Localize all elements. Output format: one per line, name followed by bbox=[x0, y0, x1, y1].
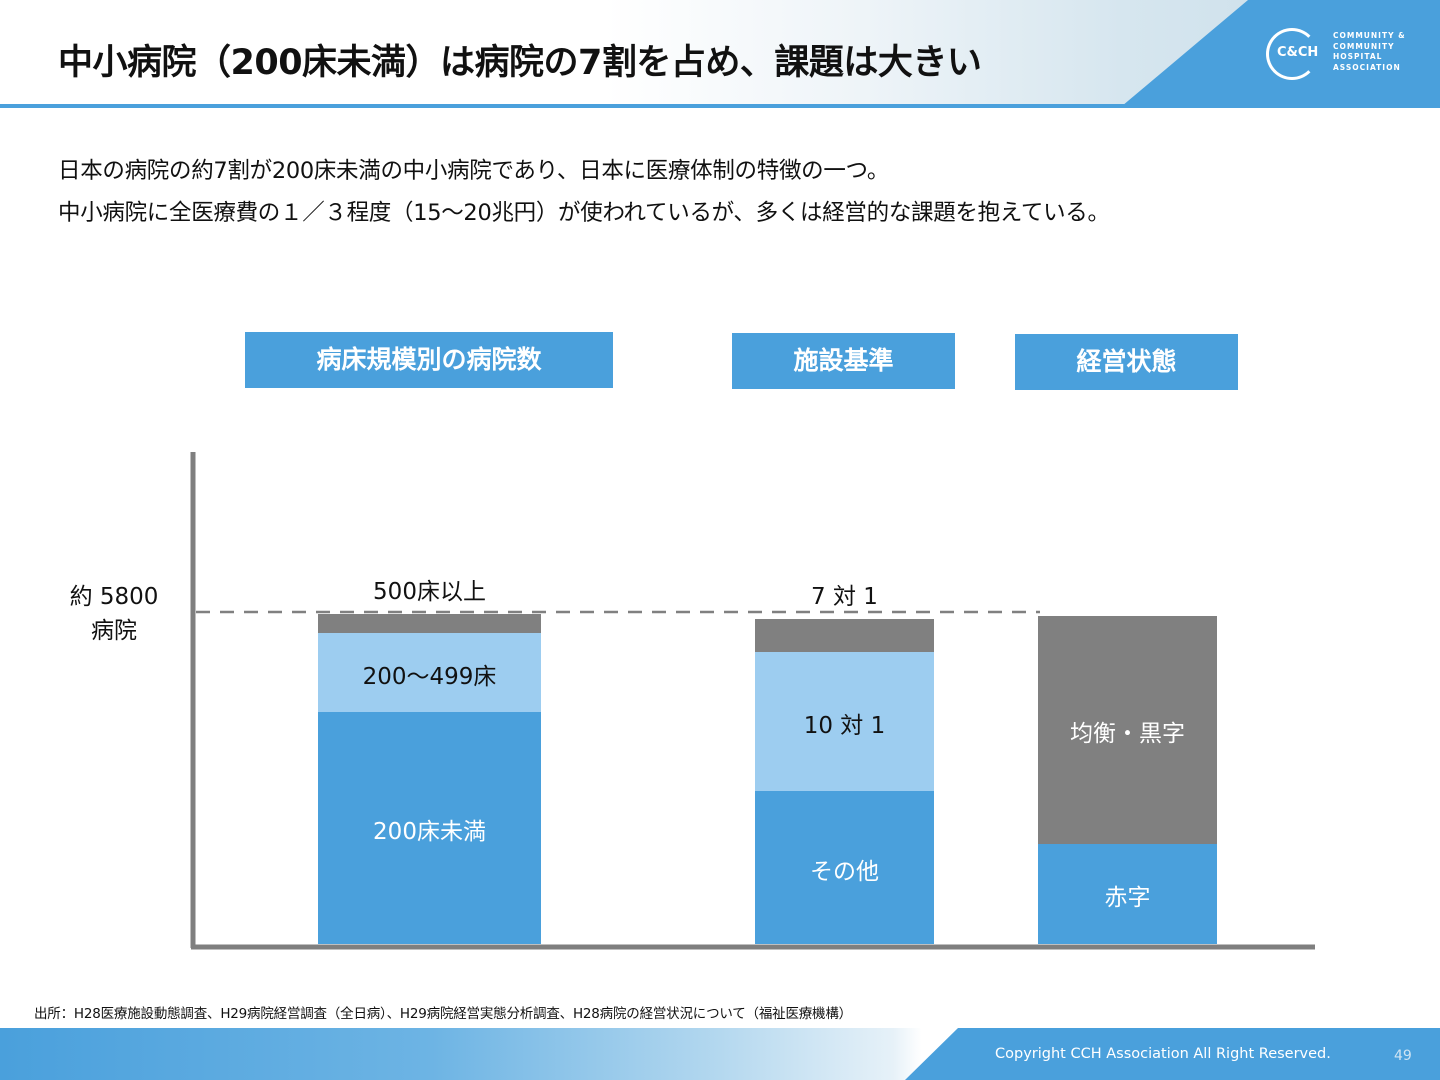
logo-line: ASSOCIATION bbox=[1333, 62, 1401, 72]
bar-segment bbox=[755, 791, 934, 944]
logo-wordmark: COMMUNITY & COMMUNITY HOSPITAL ASSOCIATI… bbox=[1333, 31, 1423, 73]
logo-line: HOSPITAL bbox=[1333, 52, 1383, 61]
logo-line: COMMUNITY & bbox=[1333, 31, 1406, 40]
cch-logo: C&CH COMMUNITY & COMMUNITY HOSPITAL ASSO… bbox=[1266, 28, 1416, 84]
bar-segment bbox=[318, 712, 541, 944]
category-header-label: 経営状態 bbox=[1076, 347, 1177, 376]
reference-label: 約 5800 病院 bbox=[64, 580, 164, 648]
footer-accent bbox=[905, 1028, 1440, 1080]
category-header-label: 病床規模別の病院数 bbox=[316, 345, 542, 374]
category-header-management: 経営状態 bbox=[1015, 334, 1238, 390]
segment-label: 200～499床 bbox=[362, 663, 497, 690]
bar-segment bbox=[318, 633, 541, 712]
bar-segment bbox=[318, 614, 541, 633]
segment-label: 200床未満 bbox=[373, 819, 486, 845]
reference-label-line: 約 5800 bbox=[69, 584, 159, 610]
category-header-facility: 施設基準 bbox=[732, 333, 955, 389]
intro-line-2: 中小病院に全医療費の１／３程度（15～20兆円）が使われているが、多くは経営的な… bbox=[58, 200, 1110, 226]
source-note: 出所：H28医療施設動態調査、H29病院経営調査（全日病）、H29病院経営実態分… bbox=[34, 1006, 852, 1022]
segment-label: 10 対 1 bbox=[803, 712, 886, 739]
segment-label: その他 bbox=[810, 858, 879, 885]
segment-label: 7 対 1 bbox=[811, 584, 878, 610]
intro-text: 日本の病院の約7割が200床未満の中小病院であり、日本に医療体制の特徴の一つ。 … bbox=[58, 150, 1110, 234]
bar-segment bbox=[755, 619, 934, 652]
page-number: 49 bbox=[1394, 1048, 1412, 1064]
bar-segment bbox=[1038, 844, 1217, 944]
slide-title: 中小病院（200床未満）は病院の7割を占め、課題は大きい bbox=[58, 43, 982, 83]
logo-mark: C&CH bbox=[1277, 45, 1319, 60]
segment-label: 500床以上 bbox=[373, 579, 486, 605]
category-header-bed-size: 病床規模別の病院数 bbox=[245, 332, 613, 388]
logo-line: COMMUNITY bbox=[1333, 41, 1395, 51]
intro-line-1: 日本の病院の約7割が200床未満の中小病院であり、日本に医療体制の特徴の一つ。 bbox=[58, 158, 890, 184]
copyright: Copyright CCH Association All Right Rese… bbox=[995, 1046, 1331, 1062]
bar-segment bbox=[1038, 616, 1217, 844]
segment-label: 均衡・黒字 bbox=[1070, 721, 1185, 747]
header-rule bbox=[0, 104, 1440, 108]
reference-label-line: 病院 bbox=[91, 618, 137, 644]
logo-ring-icon bbox=[1266, 28, 1318, 80]
category-header-label: 施設基準 bbox=[793, 346, 894, 375]
bar-segment bbox=[755, 652, 934, 791]
segment-label: 赤字 bbox=[1104, 885, 1151, 911]
